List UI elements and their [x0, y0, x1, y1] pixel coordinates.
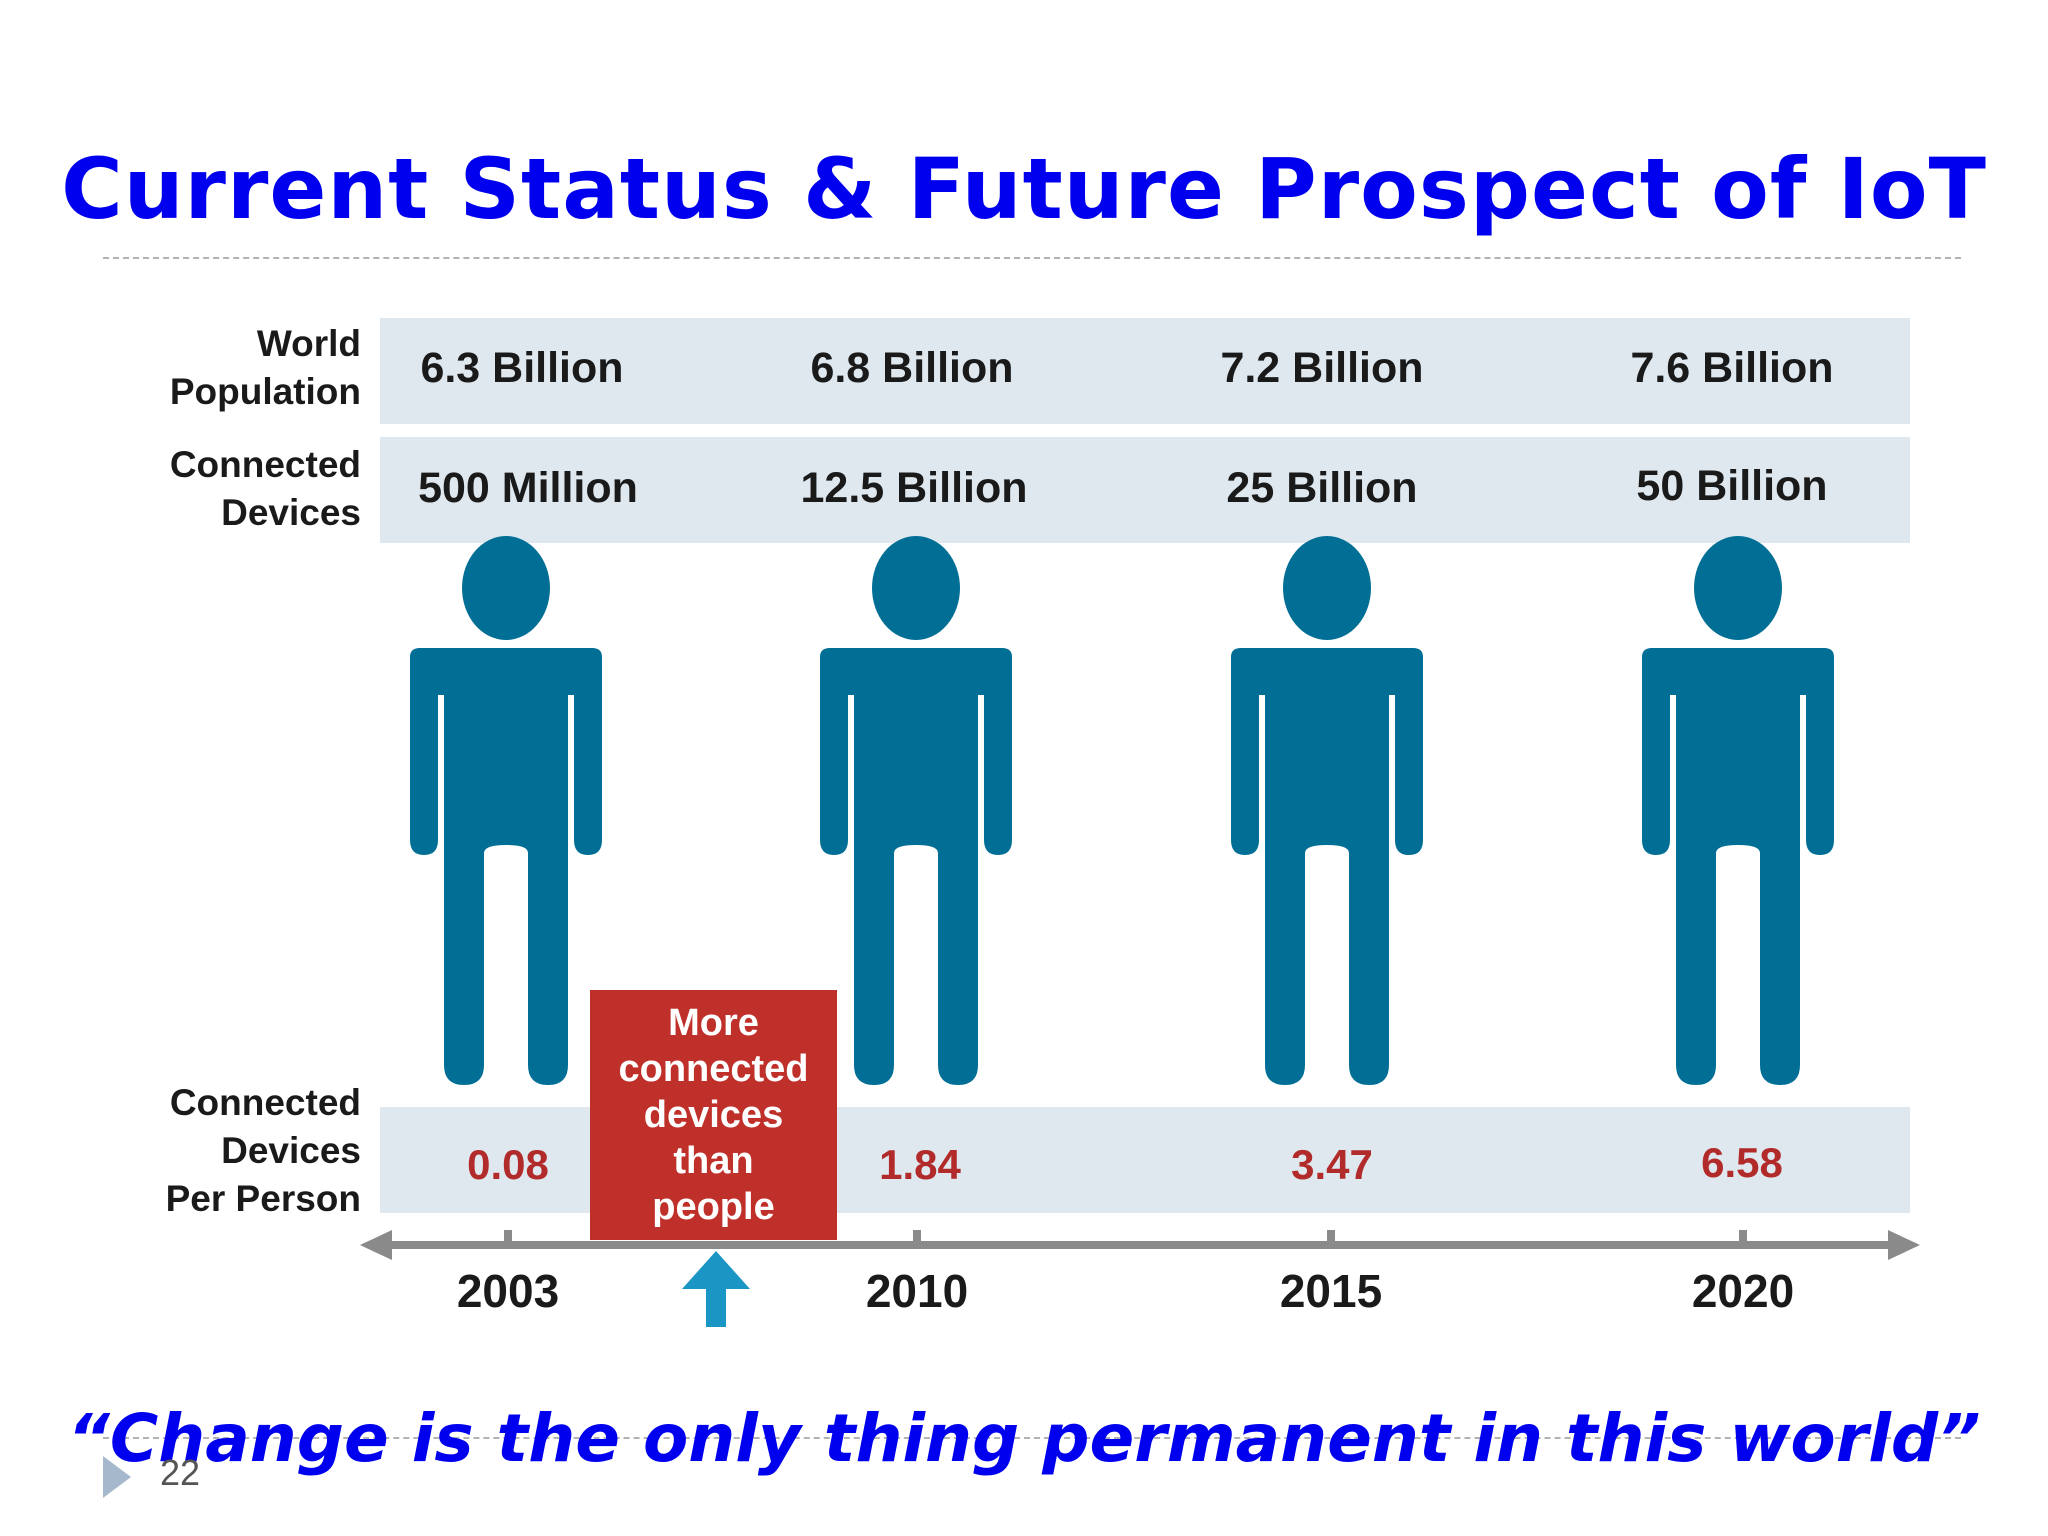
- person-icon: [1642, 536, 1834, 1085]
- devices-2015: 25 Billion: [1226, 464, 1418, 512]
- row-label-per-person: Connected Devices Per Person: [165, 1082, 361, 1219]
- year-2010: 2010: [865, 1265, 969, 1317]
- row-label-devices: Connected Devices: [169, 444, 361, 533]
- population-2015: 7.2 Billion: [1220, 344, 1424, 392]
- person-icon: [1231, 536, 1423, 1085]
- title-divider: [103, 257, 1961, 259]
- year-2015: 2015: [1279, 1265, 1383, 1317]
- devices-2020: 50 Billion: [1636, 462, 1828, 510]
- population-band: [380, 318, 1910, 424]
- row-label-population: World Population: [169, 323, 361, 412]
- population-2003: 6.3 Billion: [420, 344, 624, 392]
- per-person-2010: 1.84: [879, 1141, 961, 1188]
- per-person-2020: 6.58: [1701, 1139, 1783, 1186]
- per-person-2003: 0.08: [467, 1141, 549, 1188]
- devices-band: [380, 437, 1910, 543]
- population-2010: 6.8 Billion: [810, 344, 1014, 392]
- footer-divider: [103, 1437, 1961, 1439]
- double-arrow-icon: [360, 1230, 1920, 1260]
- population-2020: 7.6 Billion: [1630, 344, 1834, 392]
- per-person-2015: 3.47: [1291, 1141, 1373, 1188]
- person-icon: [410, 536, 602, 1085]
- devices-2003: 500 Million: [418, 464, 638, 512]
- more-devices-than-people-callout: More connected devices than people: [590, 990, 837, 1240]
- year-2003: 2003: [456, 1265, 560, 1317]
- up-arrow-icon: [682, 1251, 750, 1327]
- devices-2010: 12.5 Billion: [800, 464, 1028, 512]
- slide-number: 22: [160, 1452, 201, 1493]
- quote: “Change is the only thing permanent in t…: [67, 1400, 1981, 1477]
- year-2020: 2020: [1691, 1265, 1795, 1317]
- triangle-bullet-icon: [103, 1456, 131, 1498]
- person-icon: [820, 536, 1012, 1085]
- slide-title: Current Status & Future Prospect of IoT: [61, 140, 1987, 238]
